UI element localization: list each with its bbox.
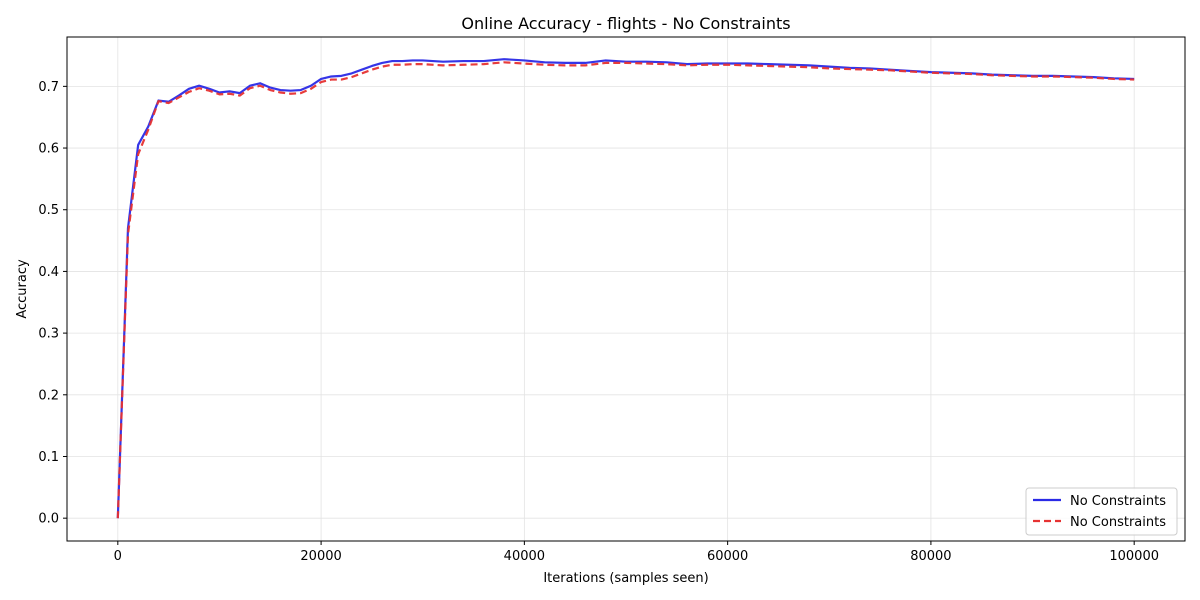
y-tick-label: 0.4 bbox=[38, 265, 59, 280]
tick-layer: 0 20000 40000 60000 80000 100000 0.0 0.1 0.2 0.3 0… bbox=[38, 80, 1159, 564]
series-layer bbox=[116, 58, 1135, 519]
grid-layer bbox=[67, 37, 1185, 541]
x-tick-label: 60000 bbox=[707, 549, 748, 564]
x-tick-label: 100000 bbox=[1109, 549, 1159, 564]
y-tick-label: 0.5 bbox=[38, 203, 59, 218]
x-tick-label: 80000 bbox=[910, 549, 951, 564]
y-tick-label: 0.1 bbox=[38, 450, 59, 465]
legend: No Constraints No Constraints bbox=[1025, 487, 1178, 536]
y-tick-label: 0.3 bbox=[38, 327, 59, 342]
y-tick-label: 0.6 bbox=[38, 142, 59, 157]
x-tick-label: 20000 bbox=[300, 549, 341, 564]
plot-frame bbox=[66, 36, 1186, 542]
x-tick-label: 0 bbox=[114, 549, 122, 564]
x-tick-label: 40000 bbox=[504, 549, 545, 564]
y-tick-label: 0.7 bbox=[38, 80, 59, 95]
legend-label-series-2: No Constraints bbox=[1070, 515, 1166, 530]
legend-label-series-1: No Constraints bbox=[1070, 494, 1166, 509]
y-axis-label: Accuracy bbox=[15, 259, 30, 319]
series-line-2 bbox=[116, 61, 1135, 519]
y-tick-label: 0.2 bbox=[38, 388, 59, 403]
x-axis-label: Iterations (samples seen) bbox=[543, 571, 708, 586]
y-tick-label: 0.0 bbox=[38, 512, 59, 527]
legend-box bbox=[1025, 487, 1178, 536]
chart-title: Online Accuracy - flights - No Constrain… bbox=[461, 14, 790, 33]
